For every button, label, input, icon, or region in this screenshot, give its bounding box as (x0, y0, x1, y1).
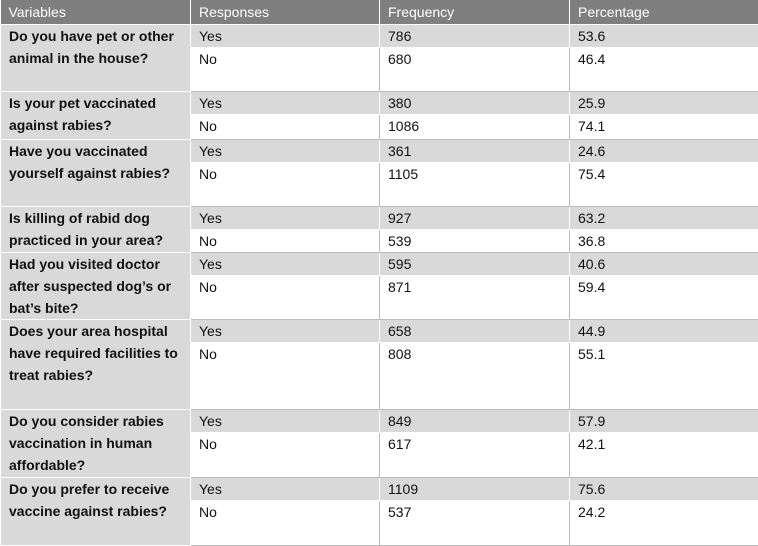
percentage-cell: 74.1 (570, 114, 758, 139)
header-cell: Variables (1, 0, 191, 24)
variable-cell: Had you visited doctor after suspected d… (1, 252, 191, 319)
variable-cell: Do you prefer to receive vaccine against… (1, 477, 191, 545)
response-cell: No (191, 47, 380, 91)
frequency-cell: 1086 (380, 114, 570, 139)
frequency-cell: 595 (380, 252, 570, 275)
variable-cell: Do you consider rabies vaccination in hu… (1, 409, 191, 477)
frequency-cell: 537 (380, 500, 570, 545)
response-cell: No (191, 432, 380, 477)
percentage-cell: 53.6 (570, 24, 758, 47)
response-cell: No (191, 500, 380, 545)
data-row: Is killing of rabid dog practiced in you… (1, 206, 758, 229)
percentage-cell: 44.9 (570, 319, 758, 342)
percentage-cell: 59.4 (570, 275, 758, 319)
header-cell: Percentage (570, 0, 758, 24)
response-cell: No (191, 229, 380, 252)
data-row: Have you vaccinated yourself against rab… (1, 139, 758, 162)
response-cell: Yes (191, 319, 380, 342)
response-cell: Yes (191, 139, 380, 162)
percentage-cell: 55.1 (570, 342, 758, 409)
percentage-cell: 24.2 (570, 500, 758, 545)
response-cell: Yes (191, 477, 380, 500)
response-cell: Yes (191, 409, 380, 432)
data-row: Do you consider rabies vaccination in hu… (1, 409, 758, 432)
variable-cell: Do you have pet or other animal in the h… (1, 24, 191, 91)
percentage-cell: 25.9 (570, 91, 758, 114)
percentage-cell: 75.6 (570, 477, 758, 500)
data-row: Is your pet vaccinated against rabies?Ye… (1, 91, 758, 114)
header-cell: Frequency (380, 0, 570, 24)
percentage-cell: 40.6 (570, 252, 758, 275)
data-row: Does your area hospital have required fa… (1, 319, 758, 342)
frequency-cell: 871 (380, 275, 570, 319)
percentage-cell: 57.9 (570, 409, 758, 432)
percentage-cell: 75.4 (570, 162, 758, 206)
response-cell: Yes (191, 91, 380, 114)
header-cell: Responses (191, 0, 380, 24)
frequency-cell: 680 (380, 47, 570, 91)
variable-cell: Have you vaccinated yourself against rab… (1, 139, 191, 206)
table-body: Do you have pet or other animal in the h… (1, 24, 758, 545)
percentage-cell: 63.2 (570, 206, 758, 229)
response-cell: Yes (191, 24, 380, 47)
frequency-cell: 927 (380, 206, 570, 229)
frequency-cell: 617 (380, 432, 570, 477)
response-cell: Yes (191, 206, 380, 229)
frequency-cell: 658 (380, 319, 570, 342)
frequency-cell: 786 (380, 24, 570, 47)
frequency-cell: 539 (380, 229, 570, 252)
response-cell: No (191, 114, 380, 139)
variable-cell: Is your pet vaccinated against rabies? (1, 91, 191, 139)
response-cell: No (191, 275, 380, 319)
percentage-cell: 42.1 (570, 432, 758, 477)
response-cell: No (191, 342, 380, 409)
percentage-cell: 36.8 (570, 229, 758, 252)
response-cell: No (191, 162, 380, 206)
frequency-cell: 1109 (380, 477, 570, 500)
frequency-cell: 380 (380, 91, 570, 114)
variable-cell: Does your area hospital have required fa… (1, 319, 191, 409)
data-row: Had you visited doctor after suspected d… (1, 252, 758, 275)
percentage-cell: 24.6 (570, 139, 758, 162)
data-row: Do you prefer to receive vaccine against… (1, 477, 758, 500)
response-cell: Yes (191, 252, 380, 275)
variable-cell: Is killing of rabid dog practiced in you… (1, 206, 191, 252)
data-row: Do you have pet or other animal in the h… (1, 24, 758, 47)
frequency-cell: 1105 (380, 162, 570, 206)
frequency-cell: 808 (380, 342, 570, 409)
percentage-cell: 46.4 (570, 47, 758, 91)
frequency-cell: 849 (380, 409, 570, 432)
frequency-cell: 361 (380, 139, 570, 162)
